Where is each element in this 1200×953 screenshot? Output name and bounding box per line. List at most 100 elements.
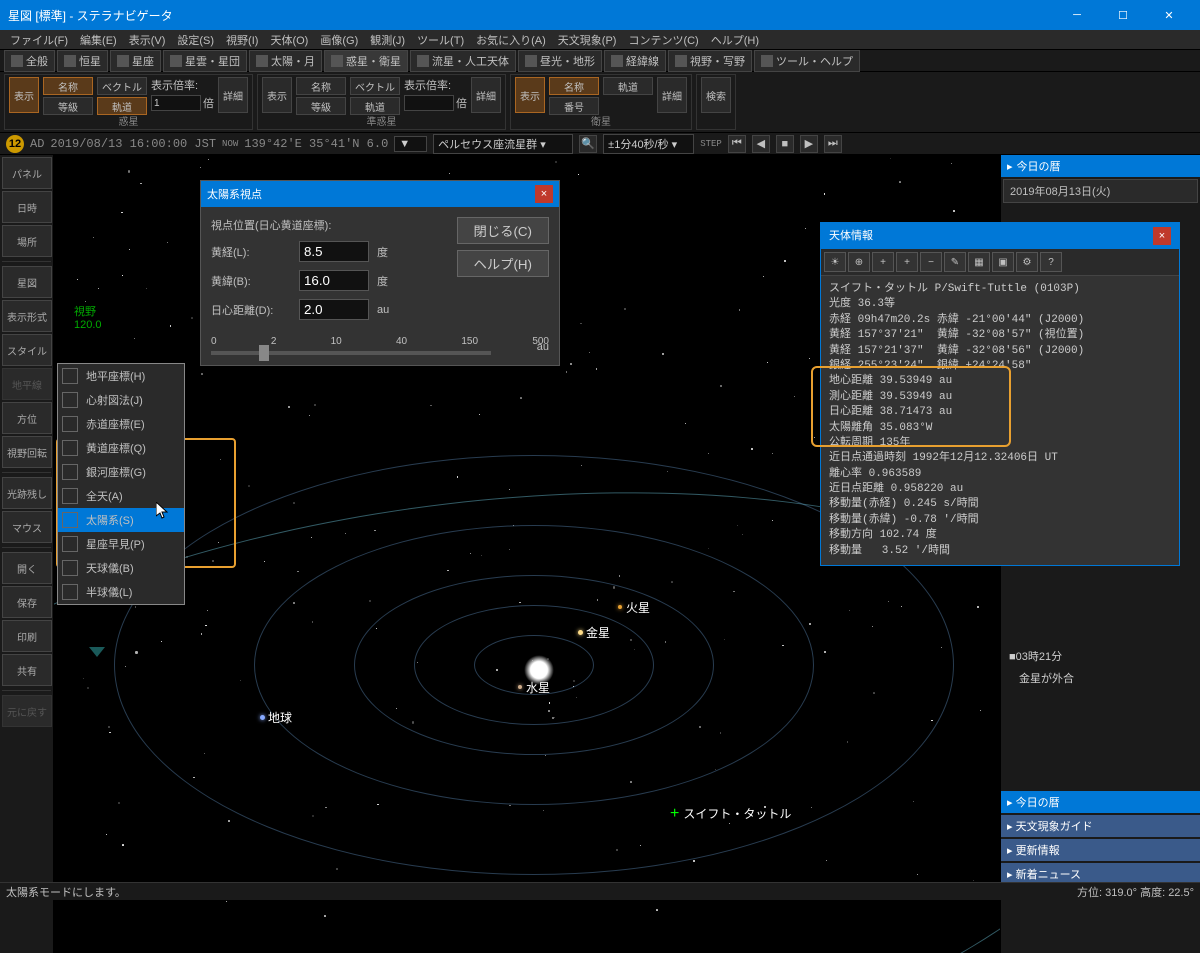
step-dropdown[interactable]: ±1分40秒/秒 ▾ <box>603 134 694 154</box>
detail-button[interactable]: 詳細 <box>471 77 501 113</box>
menu-item[interactable]: ヘルプ(H) <box>705 30 765 50</box>
menu-item[interactable]: お気に入り(A) <box>470 30 552 50</box>
sidebar-光跡残し[interactable]: 光跡残し <box>2 477 52 509</box>
sidebar-視野回転[interactable]: 視野回転 <box>2 436 52 468</box>
menu-item[interactable]: ファイル(F) <box>4 30 74 50</box>
vector-button[interactable]: ベクトル <box>97 77 147 95</box>
remove-icon[interactable]: − <box>920 252 942 272</box>
name-button[interactable]: 名称 <box>43 77 93 95</box>
tab-4[interactable]: 太陽・月 <box>249 50 322 72</box>
minimize-button[interactable]: ─ <box>1054 0 1100 30</box>
target-object[interactable]: +スイフト・タットル <box>670 805 791 823</box>
add2-icon[interactable]: + <box>896 252 918 272</box>
rewind-button[interactable]: ⏮ <box>728 135 746 153</box>
close-dialog-button[interactable]: 閉じる(C) <box>457 217 550 244</box>
magnitude-button[interactable]: 等級 <box>43 97 93 115</box>
orbit-button[interactable]: 軌道 <box>603 77 653 95</box>
name-button[interactable]: 名称 <box>296 77 346 95</box>
close-button[interactable]: ✕ <box>1146 0 1192 30</box>
tab-0[interactable]: 全般 <box>4 50 55 72</box>
lat-input[interactable] <box>299 270 369 291</box>
tab-8[interactable]: 経緯線 <box>604 50 666 72</box>
dropdown-item[interactable]: 太陽系(S) <box>58 508 184 532</box>
sidebar-印刷[interactable]: 印刷 <box>2 620 52 652</box>
info-close-button[interactable]: × <box>1153 227 1171 245</box>
object-dropdown[interactable]: ペルセウス座流星群 ▾ <box>433 134 573 154</box>
now-label[interactable]: NOW <box>222 139 238 149</box>
lon-input[interactable] <box>299 241 369 262</box>
dialog-titlebar[interactable]: 太陽系視点 × <box>201 181 559 207</box>
dist-input[interactable] <box>299 299 369 320</box>
detail-button[interactable]: 詳細 <box>657 77 687 113</box>
tab-5[interactable]: 惑星・衛星 <box>324 50 408 72</box>
dropdown-item[interactable]: 星座早見(P) <box>58 532 184 556</box>
edit-icon[interactable]: ✎ <box>944 252 966 272</box>
menu-item[interactable]: コンテンツ(C) <box>622 30 704 50</box>
tab-9[interactable]: 視野・写野 <box>668 50 752 72</box>
gear-icon[interactable]: ⚙ <box>1016 252 1038 272</box>
tab-7[interactable]: 昼光・地形 <box>518 50 602 72</box>
menu-item[interactable]: 編集(E) <box>74 30 123 50</box>
sidebar-表示形式[interactable]: 表示形式 <box>2 300 52 332</box>
detail-button[interactable]: 詳細 <box>218 77 248 113</box>
sun-icon[interactable]: ☀ <box>824 252 846 272</box>
distance-slider[interactable] <box>211 351 491 355</box>
datetime-text[interactable]: 2019/08/13 16:00:00 JST <box>50 137 216 151</box>
magnitude-button[interactable]: 等級 <box>296 97 346 115</box>
dropdown-item[interactable]: 天球儀(B) <box>58 556 184 580</box>
tab-10[interactable]: ツール・ヘルプ <box>754 50 860 72</box>
dropdown-item[interactable]: 心射図法(J) <box>58 388 184 412</box>
sidebar-マウス[interactable]: マウス <box>2 511 52 543</box>
rp-section[interactable]: ▸ 今日の暦 <box>1001 791 1200 813</box>
menu-item[interactable]: 表示(V) <box>123 30 172 50</box>
info-titlebar[interactable]: 天体情報 × <box>821 223 1179 249</box>
target-icon[interactable]: ⊕ <box>848 252 870 272</box>
coords-dropdown[interactable]: ▼ <box>394 136 427 152</box>
dropdown-item[interactable]: 地平座標(H) <box>58 364 184 388</box>
search-button[interactable]: 検索 <box>701 77 731 113</box>
menu-item[interactable]: 設定(S) <box>171 30 220 50</box>
display-button[interactable]: 表示 <box>262 77 292 113</box>
sidebar-パネル[interactable]: パネル <box>2 157 52 189</box>
dropdown-item[interactable]: 赤道座標(E) <box>58 412 184 436</box>
zoom-input[interactable] <box>404 95 454 111</box>
image-icon[interactable]: ▣ <box>992 252 1014 272</box>
sidebar-地平線[interactable]: 地平線 <box>2 368 52 400</box>
menu-item[interactable]: 観測(J) <box>364 30 411 50</box>
sidebar-星図[interactable]: 星図 <box>2 266 52 298</box>
forward-button[interactable]: ⏭ <box>824 135 842 153</box>
menu-item[interactable]: 天文現象(P) <box>552 30 623 50</box>
maximize-button[interactable]: ☐ <box>1100 0 1146 30</box>
dropdown-item[interactable]: 半球儀(L) <box>58 580 184 604</box>
display-button[interactable]: 表示 <box>9 77 39 113</box>
dialog-close-button[interactable]: × <box>535 185 553 203</box>
sidebar-共有[interactable]: 共有 <box>2 654 52 686</box>
rp-section[interactable]: ▸ 更新情報 <box>1001 839 1200 861</box>
sidebar-日時[interactable]: 日時 <box>2 191 52 223</box>
sidebar-元に戻す[interactable]: 元に戻す <box>2 695 52 727</box>
sidebar-保存[interactable]: 保存 <box>2 586 52 618</box>
help-icon[interactable]: ? <box>1040 252 1062 272</box>
stop-button[interactable]: ■ <box>776 135 794 153</box>
tab-6[interactable]: 流星・人工天体 <box>410 50 516 72</box>
menu-item[interactable]: 画像(G) <box>314 30 364 50</box>
menu-item[interactable]: 視野(I) <box>220 30 264 50</box>
tab-2[interactable]: 星座 <box>110 50 161 72</box>
sidebar-スタイル[interactable]: スタイル <box>2 334 52 366</box>
grid-icon[interactable]: ▦ <box>968 252 990 272</box>
tab-1[interactable]: 恒星 <box>57 50 108 72</box>
help-button[interactable]: ヘルプ(H) <box>457 250 550 277</box>
sidebar-方位[interactable]: 方位 <box>2 402 52 434</box>
sidebar-場所[interactable]: 場所 <box>2 225 52 257</box>
play-button[interactable]: ▶ <box>800 135 818 153</box>
menu-item[interactable]: ツール(T) <box>411 30 470 50</box>
dropdown-item[interactable]: 黄道座標(Q) <box>58 436 184 460</box>
search-icon[interactable]: 🔍 <box>579 135 597 153</box>
tab-3[interactable]: 星雲・星団 <box>163 50 247 72</box>
prev-button[interactable]: ◀ <box>752 135 770 153</box>
name-button[interactable]: 名称 <box>549 77 599 95</box>
display-button[interactable]: 表示 <box>515 77 545 113</box>
rp-section[interactable]: ▸ 天文現象ガイド <box>1001 815 1200 837</box>
add-icon[interactable]: + <box>872 252 894 272</box>
dropdown-item[interactable]: 全天(A) <box>58 484 184 508</box>
